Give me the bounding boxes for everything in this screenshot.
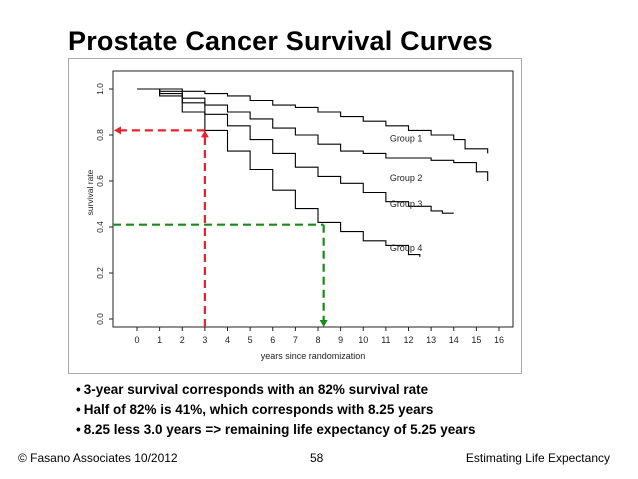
x-axis-label: years since randomization — [261, 351, 366, 361]
survival-chart: 0 1 2 3 4 5 6 7 8 9 10 11 12 13 14 15 16 0.0 0.2 0.4 0.6 0.8 1… — [68, 58, 522, 374]
survival-curve-1 — [137, 88, 489, 154]
bullet-dot: • — [76, 402, 81, 417]
x-tick-label: 1 — [157, 335, 162, 345]
x-tick-label: 6 — [270, 335, 275, 345]
survival-curve-2 — [137, 88, 489, 181]
y-tick-label: 0.6 — [95, 175, 105, 187]
green-arrowhead-down — [319, 320, 328, 327]
y-tick-label: 0.0 — [95, 313, 105, 325]
slide-title: Prostate Cancer Survival Curves — [68, 26, 493, 56]
curve-label: Group 2 — [390, 173, 423, 183]
x-tick-label: 3 — [202, 335, 207, 345]
x-tick-label: 8 — [315, 335, 320, 345]
bullet-text: 3-year survival corresponds with an 82% … — [83, 382, 429, 397]
bullet-item: • Half of 82% is 41%, which corresponds w… — [76, 400, 475, 420]
survival-curve-3 — [137, 88, 454, 214]
y-axis-label: survival rate — [85, 169, 95, 215]
bullet-dot: • — [76, 382, 81, 397]
chart-svg: 0 1 2 3 4 5 6 7 8 9 10 11 12 13 14 15 160.00.20.40.60.81… — [85, 70, 514, 361]
x-tick-label: 12 — [403, 335, 413, 345]
bullet-text: 8.25 less 3.0 years => remaining life ex… — [83, 422, 476, 437]
bullet-text: Half of 82% is 41%, which corresponds wi… — [83, 402, 434, 417]
x-tick-label: 10 — [358, 335, 368, 345]
y-tick-label: 0.8 — [95, 129, 105, 141]
bullet-item: • 8.25 less 3.0 years => remaining life e… — [76, 420, 475, 440]
x-tick-label: 15 — [471, 335, 481, 345]
x-tick-label: 2 — [180, 335, 185, 345]
x-tick-label: 11 — [381, 335, 390, 345]
y-tick-label: 0.4 — [95, 221, 105, 233]
footer-copyright: © Fasano Associates 10/2012 — [18, 451, 178, 465]
curve-label: Group 1 — [390, 133, 423, 143]
footer-page-number: 58 — [310, 451, 324, 465]
bullet-list: • 3-year survival corresponds with an 82%… — [76, 380, 475, 440]
curve-label: Group 4 — [390, 243, 423, 253]
red-arrowhead-left — [114, 126, 121, 135]
x-tick-label: 9 — [338, 335, 343, 345]
y-tick-label: 1.0 — [95, 83, 105, 95]
red-arrowhead-up — [200, 130, 209, 138]
bullet-dot: • — [76, 422, 81, 437]
x-tick-label: 16 — [494, 335, 504, 345]
x-tick-label: 0 — [134, 335, 139, 345]
x-tick-label: 7 — [293, 335, 298, 345]
survival-curve-4 — [137, 88, 421, 257]
curve-label: Group 3 — [390, 199, 423, 209]
bullet-item: • 3-year survival corresponds with an 82%… — [76, 380, 475, 400]
footer-topic: Estimating Life Expectancy — [465, 451, 610, 465]
x-tick-label: 4 — [225, 335, 230, 345]
x-tick-label: 14 — [449, 335, 459, 345]
x-tick-label: 13 — [426, 335, 436, 345]
x-tick-label: 5 — [248, 335, 253, 345]
plot-frame — [112, 70, 514, 328]
y-tick-label: 0.2 — [95, 267, 105, 279]
